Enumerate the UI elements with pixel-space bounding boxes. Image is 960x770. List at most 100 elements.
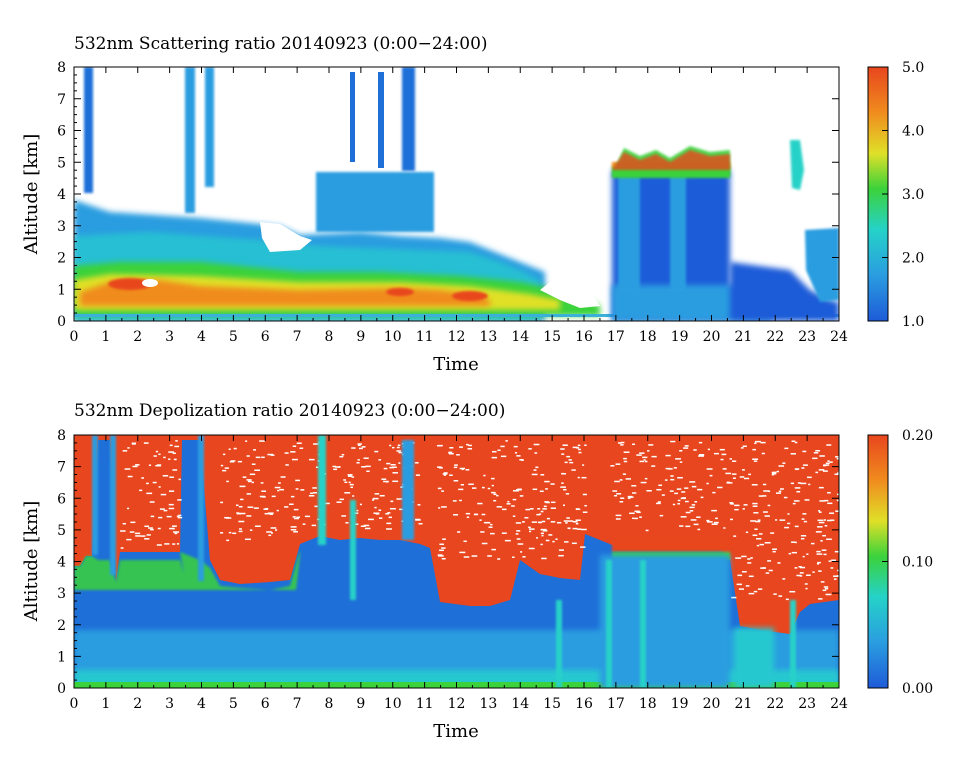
speckle-dot bbox=[578, 448, 581, 451]
top-x-tick-label: 24 bbox=[830, 329, 848, 345]
speckle-dot bbox=[627, 497, 631, 499]
speckle-dot bbox=[546, 517, 550, 520]
speckle-dot bbox=[762, 483, 767, 486]
speckle-dot bbox=[163, 456, 166, 459]
speckle-dot bbox=[229, 461, 235, 463]
speckle-dot bbox=[453, 514, 459, 516]
speckle-dot bbox=[162, 475, 169, 477]
speckle-dot bbox=[459, 467, 466, 470]
bottom-x-tick-label: 7 bbox=[293, 696, 302, 712]
speckle-dot bbox=[302, 523, 306, 525]
speckle-dot bbox=[656, 502, 661, 505]
speckle-dot bbox=[172, 452, 176, 455]
speckle-dot bbox=[711, 509, 717, 512]
speckle-dot bbox=[507, 500, 510, 503]
speckle-dot bbox=[793, 500, 800, 502]
top-y-tick-label: 6 bbox=[57, 124, 66, 140]
speckle-dot bbox=[439, 543, 444, 546]
speckle-dot bbox=[155, 450, 159, 453]
speckle-dot bbox=[748, 592, 755, 595]
speckle-dot bbox=[276, 509, 279, 512]
speckle-dot bbox=[232, 532, 237, 535]
speckle-dot bbox=[372, 497, 379, 500]
speckle-dot bbox=[143, 442, 149, 444]
speckle-dot bbox=[534, 452, 538, 454]
speckle-dot bbox=[565, 522, 568, 524]
speckle-dot bbox=[778, 595, 783, 597]
speckle-dot bbox=[798, 566, 802, 568]
speckle-dot bbox=[794, 441, 798, 444]
speckle-dot bbox=[824, 499, 829, 502]
speckle-dot bbox=[618, 442, 622, 444]
speckle-dot bbox=[580, 528, 587, 531]
bottom-y-tick-label: 6 bbox=[57, 491, 66, 507]
speckle-dot bbox=[723, 527, 726, 529]
speckle-dot bbox=[813, 452, 819, 454]
speckle-dot bbox=[753, 512, 759, 514]
top-x-tick-label: 22 bbox=[766, 329, 784, 345]
speckle-dot bbox=[792, 502, 796, 505]
speckle-dot bbox=[816, 550, 821, 553]
bottom-heatmap bbox=[74, 435, 839, 688]
speckle-dot bbox=[771, 471, 777, 474]
speckle-dot bbox=[178, 478, 181, 481]
speckle-dot bbox=[351, 476, 355, 478]
speckle-dot bbox=[820, 581, 825, 583]
speckle-dot bbox=[348, 481, 351, 484]
speckle-dot bbox=[160, 493, 167, 496]
speckle-dot bbox=[344, 492, 351, 494]
speckle-dot bbox=[251, 481, 254, 484]
speckle-dot bbox=[524, 516, 529, 519]
speckle-dot bbox=[466, 443, 469, 446]
top-x-tick-label: 15 bbox=[543, 329, 561, 345]
speckle-dot bbox=[818, 469, 825, 471]
speckle-dot bbox=[825, 593, 832, 596]
speckle-dot bbox=[639, 452, 645, 454]
speckle-dot bbox=[397, 444, 401, 447]
speckle-dot bbox=[826, 519, 833, 522]
speckle-dot bbox=[788, 552, 792, 555]
speckle-dot bbox=[735, 557, 742, 559]
speckle-dot bbox=[246, 455, 250, 457]
speckle-dot bbox=[522, 556, 526, 558]
speckle-dot bbox=[528, 448, 532, 450]
speckle-dot bbox=[481, 542, 488, 545]
speckle-dot bbox=[308, 495, 315, 497]
speckle-dot bbox=[575, 522, 579, 525]
speckle-dot bbox=[173, 531, 180, 533]
speckle-dot bbox=[543, 505, 547, 508]
speckle-dot bbox=[398, 462, 401, 464]
speckle-dot bbox=[127, 475, 133, 478]
speckle-dot bbox=[293, 531, 298, 533]
speckle-dot bbox=[540, 532, 544, 535]
speckle-dot bbox=[135, 464, 140, 466]
speckle-dot bbox=[533, 469, 537, 471]
speckle-dot bbox=[361, 466, 366, 468]
speckle-dot bbox=[837, 569, 839, 572]
speckle-dot bbox=[669, 490, 674, 492]
speckle-dot bbox=[634, 510, 640, 513]
speckle-dot bbox=[390, 464, 396, 466]
speckle-dot bbox=[536, 513, 541, 516]
speckle-dot bbox=[474, 513, 478, 516]
speckle-dot bbox=[755, 440, 761, 443]
speckle-dot bbox=[296, 442, 302, 445]
top-x-tick-label: 6 bbox=[261, 329, 270, 345]
speckle-dot bbox=[690, 519, 697, 521]
bottom-colorbar-ticks: 0.00 0.10 0.20 bbox=[882, 428, 933, 697]
speckle-dot bbox=[311, 524, 317, 527]
speckle-dot bbox=[760, 441, 766, 444]
top-x-tick-label: 14 bbox=[511, 329, 529, 345]
speckle-dot bbox=[752, 448, 756, 451]
speckle-dot bbox=[823, 553, 827, 556]
speckle-dot bbox=[802, 450, 807, 453]
speckle-dot bbox=[467, 448, 473, 450]
speckle-dot bbox=[242, 476, 247, 478]
speckle-dot bbox=[558, 554, 564, 557]
speckle-dot bbox=[712, 491, 716, 494]
bottom-x-tick-label: 19 bbox=[671, 696, 689, 712]
speckle-dot bbox=[539, 513, 542, 515]
speckle-dot bbox=[822, 470, 828, 472]
speckle-dot bbox=[266, 531, 272, 533]
bottom-y-tick-label: 1 bbox=[57, 649, 66, 665]
